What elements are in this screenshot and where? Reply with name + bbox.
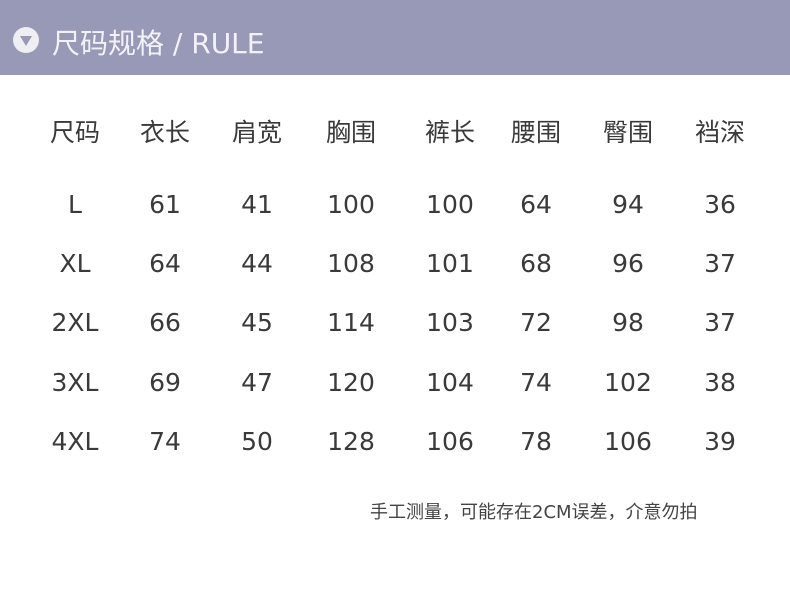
table-cell: 61 xyxy=(149,190,181,219)
triangle-down-circle-icon xyxy=(13,27,39,53)
table-cell: 36 xyxy=(704,190,736,219)
column-header: 裆深 xyxy=(694,118,745,147)
table-cell: 104 xyxy=(426,368,474,397)
table-cell: 78 xyxy=(520,427,552,456)
table-cell: 2XL xyxy=(51,308,99,337)
table-cell: 66 xyxy=(149,308,181,337)
table-cell: 128 xyxy=(327,427,375,456)
column-header: 尺码 xyxy=(49,118,100,147)
column-header: 衣长 xyxy=(139,118,190,147)
table-cell: 100 xyxy=(327,190,375,219)
header-title: 尺码规格 / RULE xyxy=(52,27,265,60)
table-cell: 103 xyxy=(426,308,474,337)
table-cell: 106 xyxy=(604,427,652,456)
table-cell: 38 xyxy=(704,368,736,397)
table-cell: 44 xyxy=(241,249,273,278)
table-cell: 4XL xyxy=(51,427,99,456)
table-cell: 106 xyxy=(426,427,474,456)
column-header: 臀围 xyxy=(602,118,653,147)
header-band: 尺码规格 / RULE xyxy=(0,0,790,75)
table-cell: 72 xyxy=(520,308,552,337)
table-cell: 94 xyxy=(612,190,644,219)
column-header: 腰围 xyxy=(510,118,561,147)
table-cell: 108 xyxy=(327,249,375,278)
table-cell: 41 xyxy=(241,190,273,219)
table-cell: 114 xyxy=(327,308,375,337)
table-cell: 3XL xyxy=(51,368,99,397)
column-header: 胸围 xyxy=(325,118,376,147)
table-cell: 50 xyxy=(241,427,273,456)
table-cell: 98 xyxy=(612,308,644,337)
table-cell: 96 xyxy=(612,249,644,278)
table-cell: 37 xyxy=(704,308,736,337)
table-cell: 47 xyxy=(241,368,273,397)
column-header: 裤长 xyxy=(424,118,475,147)
table-cell: 45 xyxy=(241,308,273,337)
table-cell: 68 xyxy=(520,249,552,278)
table-cell: L xyxy=(68,190,82,219)
table-cell: 39 xyxy=(704,427,736,456)
table-cell: 102 xyxy=(604,368,652,397)
table-cell: 101 xyxy=(426,249,474,278)
table-cell: XL xyxy=(59,249,91,278)
table-cell: 64 xyxy=(149,249,181,278)
table-cell: 120 xyxy=(327,368,375,397)
table-cell: 100 xyxy=(426,190,474,219)
measurement-note: 手工测量，可能存在2CM误差，介意勿拍 xyxy=(370,502,698,523)
table-cell: 37 xyxy=(704,249,736,278)
column-header: 肩宽 xyxy=(231,118,282,147)
table-cell: 74 xyxy=(520,368,552,397)
table-cell: 74 xyxy=(149,427,181,456)
table-cell: 69 xyxy=(149,368,181,397)
table-cell: 64 xyxy=(520,190,552,219)
